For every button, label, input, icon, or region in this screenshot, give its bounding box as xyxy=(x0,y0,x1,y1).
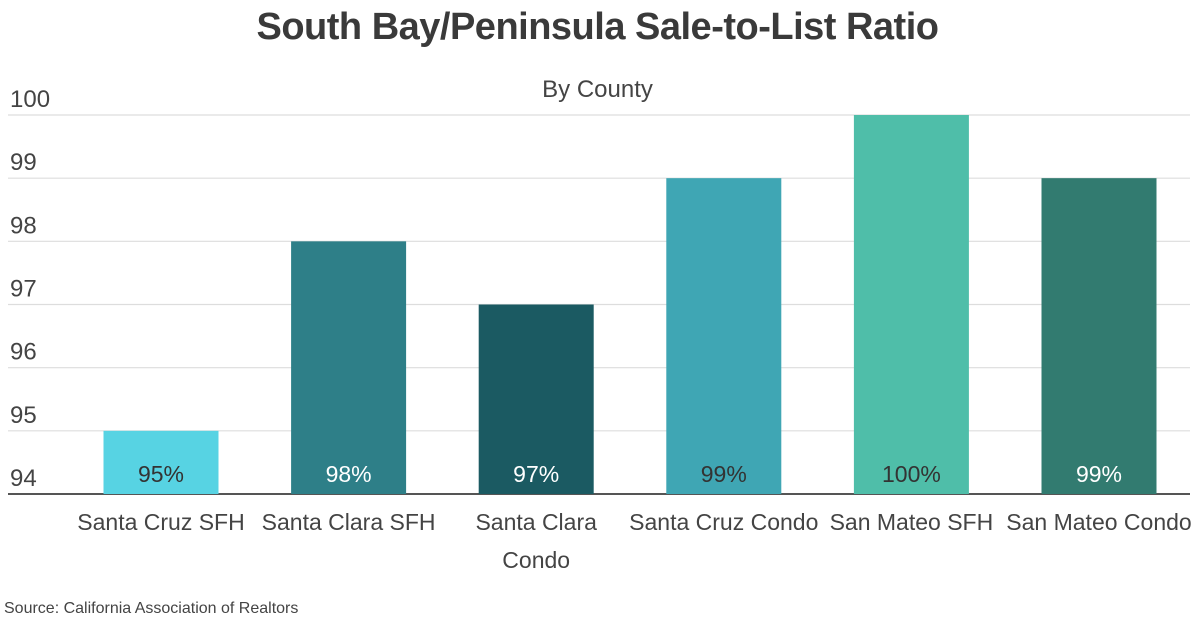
data-labels: 95% 98% 97% 99% 100% 99% xyxy=(138,461,1122,487)
bar-value-label: 97% xyxy=(513,461,559,487)
x-category-label: Condo xyxy=(502,547,570,573)
bar xyxy=(666,178,782,494)
bars xyxy=(103,115,1157,494)
x-category-label: San Mateo Condo xyxy=(1006,509,1191,535)
source-note: Source: California Association of Realto… xyxy=(4,600,299,617)
x-category-label: Santa Cruz SFH xyxy=(77,509,244,535)
chart-title: South Bay/Peninsula Sale-to-List Ratio xyxy=(256,6,939,48)
chart-subtitle: By County xyxy=(542,76,653,103)
bar-value-label: 99% xyxy=(701,461,747,487)
y-tick-label: 94 xyxy=(10,465,37,492)
bar-value-label: 98% xyxy=(326,461,372,487)
bar xyxy=(853,115,969,494)
bar-value-label: 95% xyxy=(138,461,184,487)
y-tick-label: 99 xyxy=(10,149,37,176)
y-tick-label: 95 xyxy=(10,402,37,429)
y-tick-label: 100 xyxy=(10,86,50,113)
y-tick-label: 98 xyxy=(10,212,37,239)
bar-value-label: 99% xyxy=(1076,461,1122,487)
x-category-label: Santa Clara xyxy=(475,509,597,535)
bar xyxy=(478,304,594,494)
y-tick-label: 96 xyxy=(10,339,37,366)
x-category-label: San Mateo SFH xyxy=(830,509,994,535)
bar xyxy=(103,430,219,494)
y-axis-ticks: 94 95 96 97 98 99 100 xyxy=(10,86,50,492)
x-category-label: Santa Clara SFH xyxy=(262,509,436,535)
bar xyxy=(291,241,407,494)
bar-value-label: 100% xyxy=(882,461,941,487)
x-axis-categories: Santa Cruz SFH Santa Clara SFH Santa Clara… xyxy=(77,509,1191,573)
x-category-label: Santa Cruz Condo xyxy=(629,509,818,535)
bar xyxy=(1041,178,1157,494)
y-tick-label: 97 xyxy=(10,276,37,303)
